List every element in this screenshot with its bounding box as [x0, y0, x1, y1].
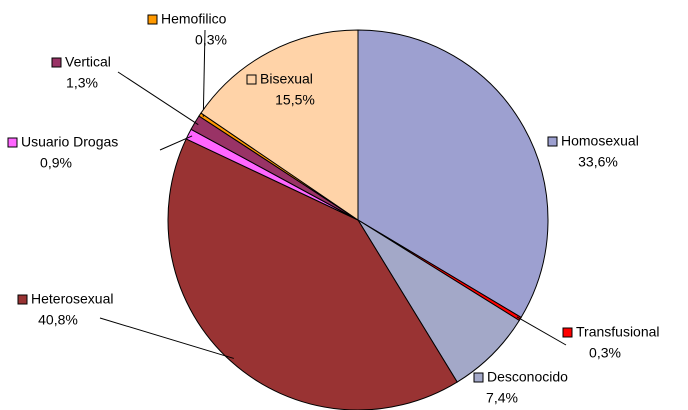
pie-slice	[357, 29, 549, 319]
slice-value: 0,9%	[40, 155, 72, 171]
slice-label: Transfusional	[576, 324, 660, 340]
leader-line	[159, 135, 193, 151]
slice-value: 0,3%	[589, 345, 621, 361]
slice-label: Hemofilico	[161, 11, 227, 27]
slice-label: Bisexual	[260, 71, 313, 87]
slice-label: Heterosexual	[31, 291, 114, 307]
pie-slice	[200, 29, 359, 221]
label-marker	[547, 136, 558, 147]
label-marker	[246, 74, 257, 85]
slice-label: Desconocido	[487, 369, 568, 385]
label-marker	[17, 294, 28, 305]
leader-line	[99, 317, 234, 359]
slice-label: Homosexual	[561, 133, 639, 149]
leader-line	[516, 316, 567, 346]
slice-value: 7,4%	[486, 390, 518, 406]
slice-label: Vertical	[65, 54, 111, 70]
slice-value: 15,5%	[275, 92, 315, 108]
pie-slice	[167, 138, 458, 410]
label-marker	[7, 137, 18, 148]
slice-value: 0,3%	[195, 32, 227, 48]
slice-value: 1,3%	[66, 75, 98, 91]
label-marker	[51, 57, 62, 68]
slice-value: 33,6%	[578, 154, 618, 170]
label-marker	[147, 14, 158, 25]
slice-label: Usuario Drogas	[21, 134, 118, 150]
label-marker	[562, 327, 573, 338]
slice-value: 40,8%	[38, 312, 78, 328]
leader-line	[117, 71, 199, 126]
leader-line	[202, 29, 206, 117]
label-marker	[473, 372, 484, 383]
